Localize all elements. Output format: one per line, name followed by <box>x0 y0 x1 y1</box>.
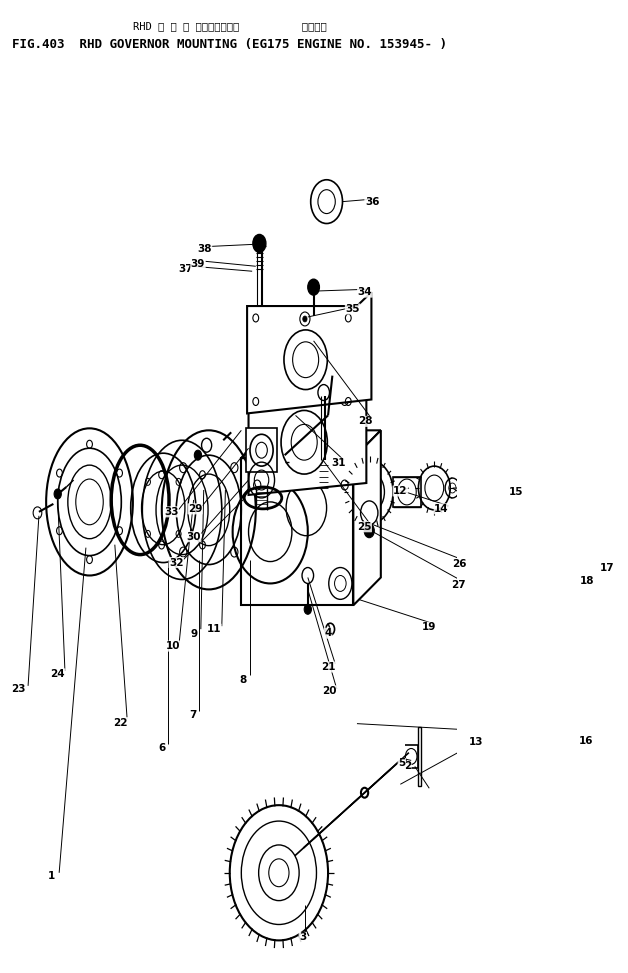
Text: 26: 26 <box>452 559 466 568</box>
Text: 7: 7 <box>189 709 197 720</box>
Text: 27: 27 <box>452 581 466 591</box>
Bar <box>418 727 421 786</box>
Text: 34: 34 <box>357 287 372 297</box>
Text: 12: 12 <box>393 486 408 496</box>
Text: 18: 18 <box>580 576 594 587</box>
Text: RHD ガ バ ナ マウンティング          適用号機: RHD ガ バ ナ マウンティング 適用号機 <box>133 20 327 31</box>
Text: 36: 36 <box>365 197 379 206</box>
Circle shape <box>308 279 320 295</box>
Text: 22: 22 <box>113 718 128 728</box>
Text: 32: 32 <box>169 558 183 567</box>
Text: 9: 9 <box>190 630 197 639</box>
Text: 29: 29 <box>188 504 202 514</box>
Text: 21: 21 <box>322 662 336 672</box>
Text: 4: 4 <box>324 629 332 638</box>
Text: 28: 28 <box>359 416 373 426</box>
Text: 13: 13 <box>469 737 484 746</box>
Polygon shape <box>241 458 354 605</box>
Text: 8: 8 <box>240 675 247 685</box>
Polygon shape <box>354 430 381 605</box>
Text: 15: 15 <box>509 486 523 497</box>
Text: 23: 23 <box>11 684 26 694</box>
Polygon shape <box>247 292 371 414</box>
Circle shape <box>304 604 311 614</box>
Circle shape <box>253 234 266 252</box>
Text: 37: 37 <box>178 265 193 274</box>
Text: FIG.403  RHD GOVERNOR MOUNTING (EG175 ENGINE NO. 153945- ): FIG.403 RHD GOVERNOR MOUNTING (EG175 ENG… <box>12 38 447 51</box>
Text: 33: 33 <box>164 507 178 517</box>
Circle shape <box>194 450 202 460</box>
Text: 1: 1 <box>48 871 55 881</box>
Text: 31: 31 <box>331 458 345 468</box>
Text: 30: 30 <box>187 531 201 542</box>
Text: 24: 24 <box>50 668 65 679</box>
Text: 11: 11 <box>207 625 221 634</box>
Text: 3: 3 <box>299 932 306 943</box>
Text: 10: 10 <box>165 641 180 651</box>
Circle shape <box>54 489 62 499</box>
Text: 38: 38 <box>197 244 212 254</box>
Text: 16: 16 <box>579 736 593 745</box>
Polygon shape <box>241 430 381 458</box>
Circle shape <box>303 316 307 322</box>
Text: 39: 39 <box>191 259 205 270</box>
Text: 19: 19 <box>422 622 436 632</box>
Polygon shape <box>249 378 366 495</box>
Text: 20: 20 <box>322 686 337 696</box>
Text: 6: 6 <box>158 742 165 752</box>
Text: 2: 2 <box>404 762 411 772</box>
Text: 17: 17 <box>600 562 614 572</box>
Bar <box>393 477 421 507</box>
Text: 14: 14 <box>434 504 449 514</box>
Bar <box>246 428 278 472</box>
Text: 35: 35 <box>345 304 360 314</box>
Circle shape <box>364 523 374 538</box>
Text: 5: 5 <box>398 758 406 769</box>
Text: 25: 25 <box>357 522 371 532</box>
